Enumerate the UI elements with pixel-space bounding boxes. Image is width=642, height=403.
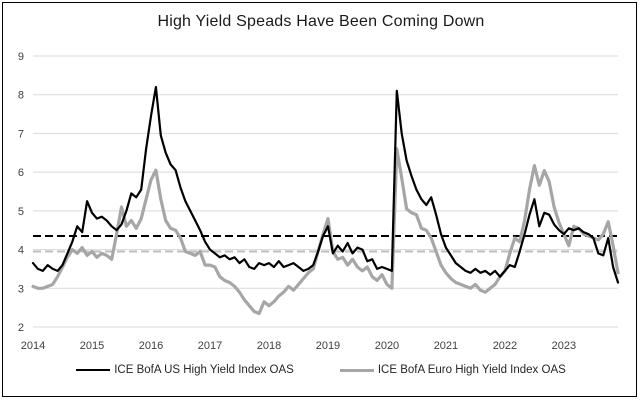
y-tick-label-6: 6 — [18, 167, 24, 179]
chart-border-frame — [2, 2, 637, 397]
x-tick-label-2021: 2021 — [434, 340, 458, 352]
x-tick-label-2016: 2016 — [139, 340, 163, 352]
x-tick-label-2017: 2017 — [198, 340, 222, 352]
legend-label-us: ICE BofA US High Yield Index OAS — [114, 364, 294, 376]
us-line-swatch-icon — [76, 369, 111, 371]
y-tick-label-4: 4 — [18, 245, 24, 257]
x-tick-label-2018: 2018 — [257, 340, 281, 352]
x-tick-label-2023: 2023 — [552, 340, 576, 352]
x-tick-label-2019: 2019 — [316, 340, 340, 352]
y-tick-label-8: 8 — [18, 90, 24, 102]
y-tick-label-7: 7 — [18, 128, 24, 140]
y-tick-label-5: 5 — [18, 206, 24, 218]
chart-title: High Yield Speads Have Been Coming Down — [157, 13, 485, 30]
y-tick-label-2: 2 — [18, 322, 24, 334]
chart-legend: ICE BofA US High Yield Index OAS ICE Bof… — [0, 364, 642, 376]
y-tick-label-3: 3 — [18, 283, 24, 295]
legend-item-euro: ICE BofA Euro High Yield Index OAS — [339, 364, 566, 376]
x-tick-label-2014: 2014 — [21, 340, 45, 352]
euro-line-swatch-icon — [339, 368, 374, 372]
x-tick-label-2022: 2022 — [493, 340, 517, 352]
series-line-euro — [31, 147, 620, 316]
legend-label-euro: ICE BofA Euro High Yield Index OAS — [377, 364, 566, 376]
series-line-us — [31, 85, 620, 284]
x-tick-label-2015: 2015 — [80, 340, 104, 352]
legend-item-us: ICE BofA US High Yield Index OAS — [76, 364, 294, 376]
x-tick-label-2020: 2020 — [375, 340, 399, 352]
y-tick-label-9: 9 — [18, 51, 24, 63]
